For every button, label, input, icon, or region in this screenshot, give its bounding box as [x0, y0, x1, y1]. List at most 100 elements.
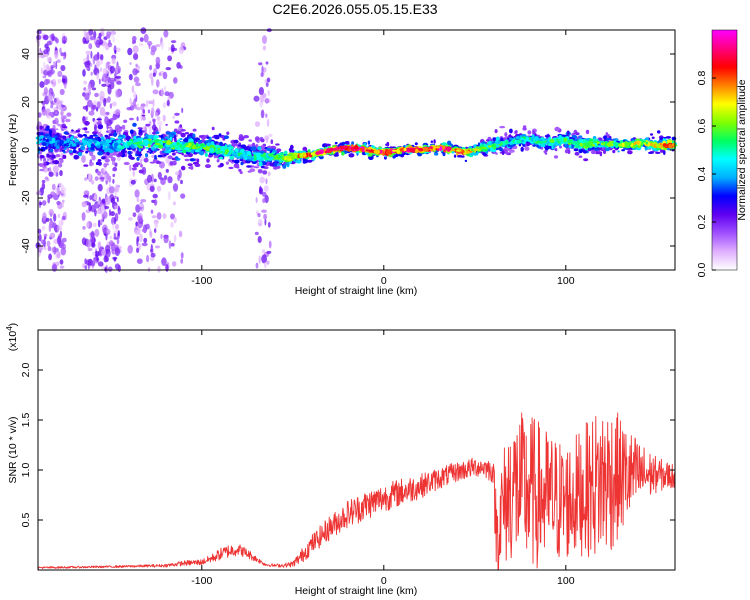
ridge-mark	[105, 139, 111, 143]
ridge-mark	[260, 165, 265, 169]
ridge-mark	[649, 133, 654, 136]
ridge-mark	[385, 149, 392, 155]
ridge-mark	[289, 144, 294, 150]
ridge-mark	[562, 137, 568, 142]
ridge-mark	[409, 148, 416, 153]
ridge-mark	[465, 150, 470, 154]
noise-mark	[47, 196, 51, 204]
noise-mark	[261, 209, 267, 213]
ridge-mark	[133, 135, 137, 141]
ridge-mark	[218, 133, 222, 137]
noise-mark	[257, 218, 263, 227]
noise-mark	[265, 82, 269, 87]
noise-mark	[87, 173, 92, 181]
noise-mark	[94, 64, 97, 72]
noise-mark	[62, 56, 66, 60]
ridge-mark	[434, 146, 441, 149]
noise-mark	[148, 100, 154, 105]
noise-mark	[101, 198, 106, 204]
ridge-mark	[418, 147, 424, 152]
noise-mark	[85, 50, 92, 55]
ridge-mark	[205, 139, 212, 143]
noise-mark	[84, 88, 90, 94]
noise-mark	[135, 82, 141, 87]
ridge-mark	[179, 144, 183, 148]
ridge-mark	[414, 142, 418, 146]
noise-mark	[265, 178, 268, 185]
noise-mark	[133, 52, 139, 61]
noise-mark	[112, 160, 115, 166]
ridge-mark	[92, 131, 98, 135]
snr-panel: -100 0 100 0.5 1.0 1.5 2.0 Height of straight…	[5, 323, 676, 597]
noise-mark	[264, 261, 267, 269]
noise-mark	[149, 185, 155, 193]
noise-mark	[147, 174, 152, 183]
noise-mark	[60, 186, 67, 194]
ridge-mark	[43, 161, 47, 167]
noise-mark	[136, 107, 141, 111]
ridge-mark	[230, 156, 235, 160]
noise-mark	[180, 179, 183, 185]
ridge-mark	[152, 158, 158, 163]
ridge-mark	[167, 155, 173, 159]
noise-mark	[259, 94, 265, 103]
ridge-mark	[218, 150, 224, 154]
noise-mark	[57, 162, 63, 168]
ridge-mark	[366, 149, 372, 152]
ridge-mark	[243, 154, 247, 160]
noise-mark	[268, 133, 273, 137]
ridge-mark	[133, 142, 139, 145]
ridge-mark	[500, 137, 504, 142]
noise-mark	[48, 253, 52, 261]
noise-mark	[83, 194, 88, 198]
ridge-mark	[119, 126, 123, 129]
noise-mark	[96, 107, 99, 112]
ridge-mark	[246, 165, 252, 168]
ridge-mark	[247, 155, 251, 160]
snr-y-scale-label: (x104)	[5, 323, 19, 351]
ridge-mark	[254, 136, 260, 141]
ridge-mark	[325, 143, 331, 147]
noise-mark	[170, 213, 175, 220]
ridge-mark	[423, 144, 428, 147]
noise-mark	[266, 250, 272, 254]
ridge-mark	[208, 155, 213, 158]
noise-mark	[150, 252, 156, 258]
noise-mark	[266, 260, 270, 265]
ridge-mark	[125, 135, 131, 141]
ridge-mark	[391, 149, 397, 152]
ridge-mark	[71, 143, 77, 147]
ridge-mark	[651, 136, 655, 140]
noise-mark	[58, 236, 60, 243]
ridge-mark	[83, 164, 89, 167]
ridge-mark	[455, 149, 461, 152]
noise-mark	[50, 103, 54, 109]
noise-mark	[136, 238, 139, 247]
ridge-mark	[66, 138, 71, 144]
ridge-mark	[648, 151, 653, 154]
ridge-mark	[595, 141, 600, 144]
ridge-mark	[307, 159, 313, 163]
noise-mark	[116, 196, 119, 203]
noise-mark	[114, 49, 117, 55]
noise-mark	[268, 240, 272, 249]
noise-mark	[140, 105, 145, 111]
noise-mark	[128, 73, 133, 81]
ridge-mark	[209, 144, 215, 148]
ridge-mark	[351, 141, 355, 146]
ridge-mark	[121, 125, 126, 128]
noise-mark	[53, 213, 57, 222]
noise-mark	[57, 79, 62, 84]
colorbar-tick-label: 0.6	[696, 119, 708, 134]
ridge-mark	[140, 163, 143, 168]
ridge-mark	[367, 140, 371, 145]
colorbar-tick-label: 0.0	[696, 263, 708, 278]
noise-mark	[103, 255, 108, 263]
ridge-mark	[190, 150, 195, 154]
snr-marks	[37, 412, 676, 571]
noise-mark	[56, 59, 61, 63]
ridge-mark	[40, 132, 44, 135]
ridge-mark	[46, 153, 50, 157]
noise-mark	[262, 45, 266, 51]
noise-mark	[63, 84, 67, 89]
